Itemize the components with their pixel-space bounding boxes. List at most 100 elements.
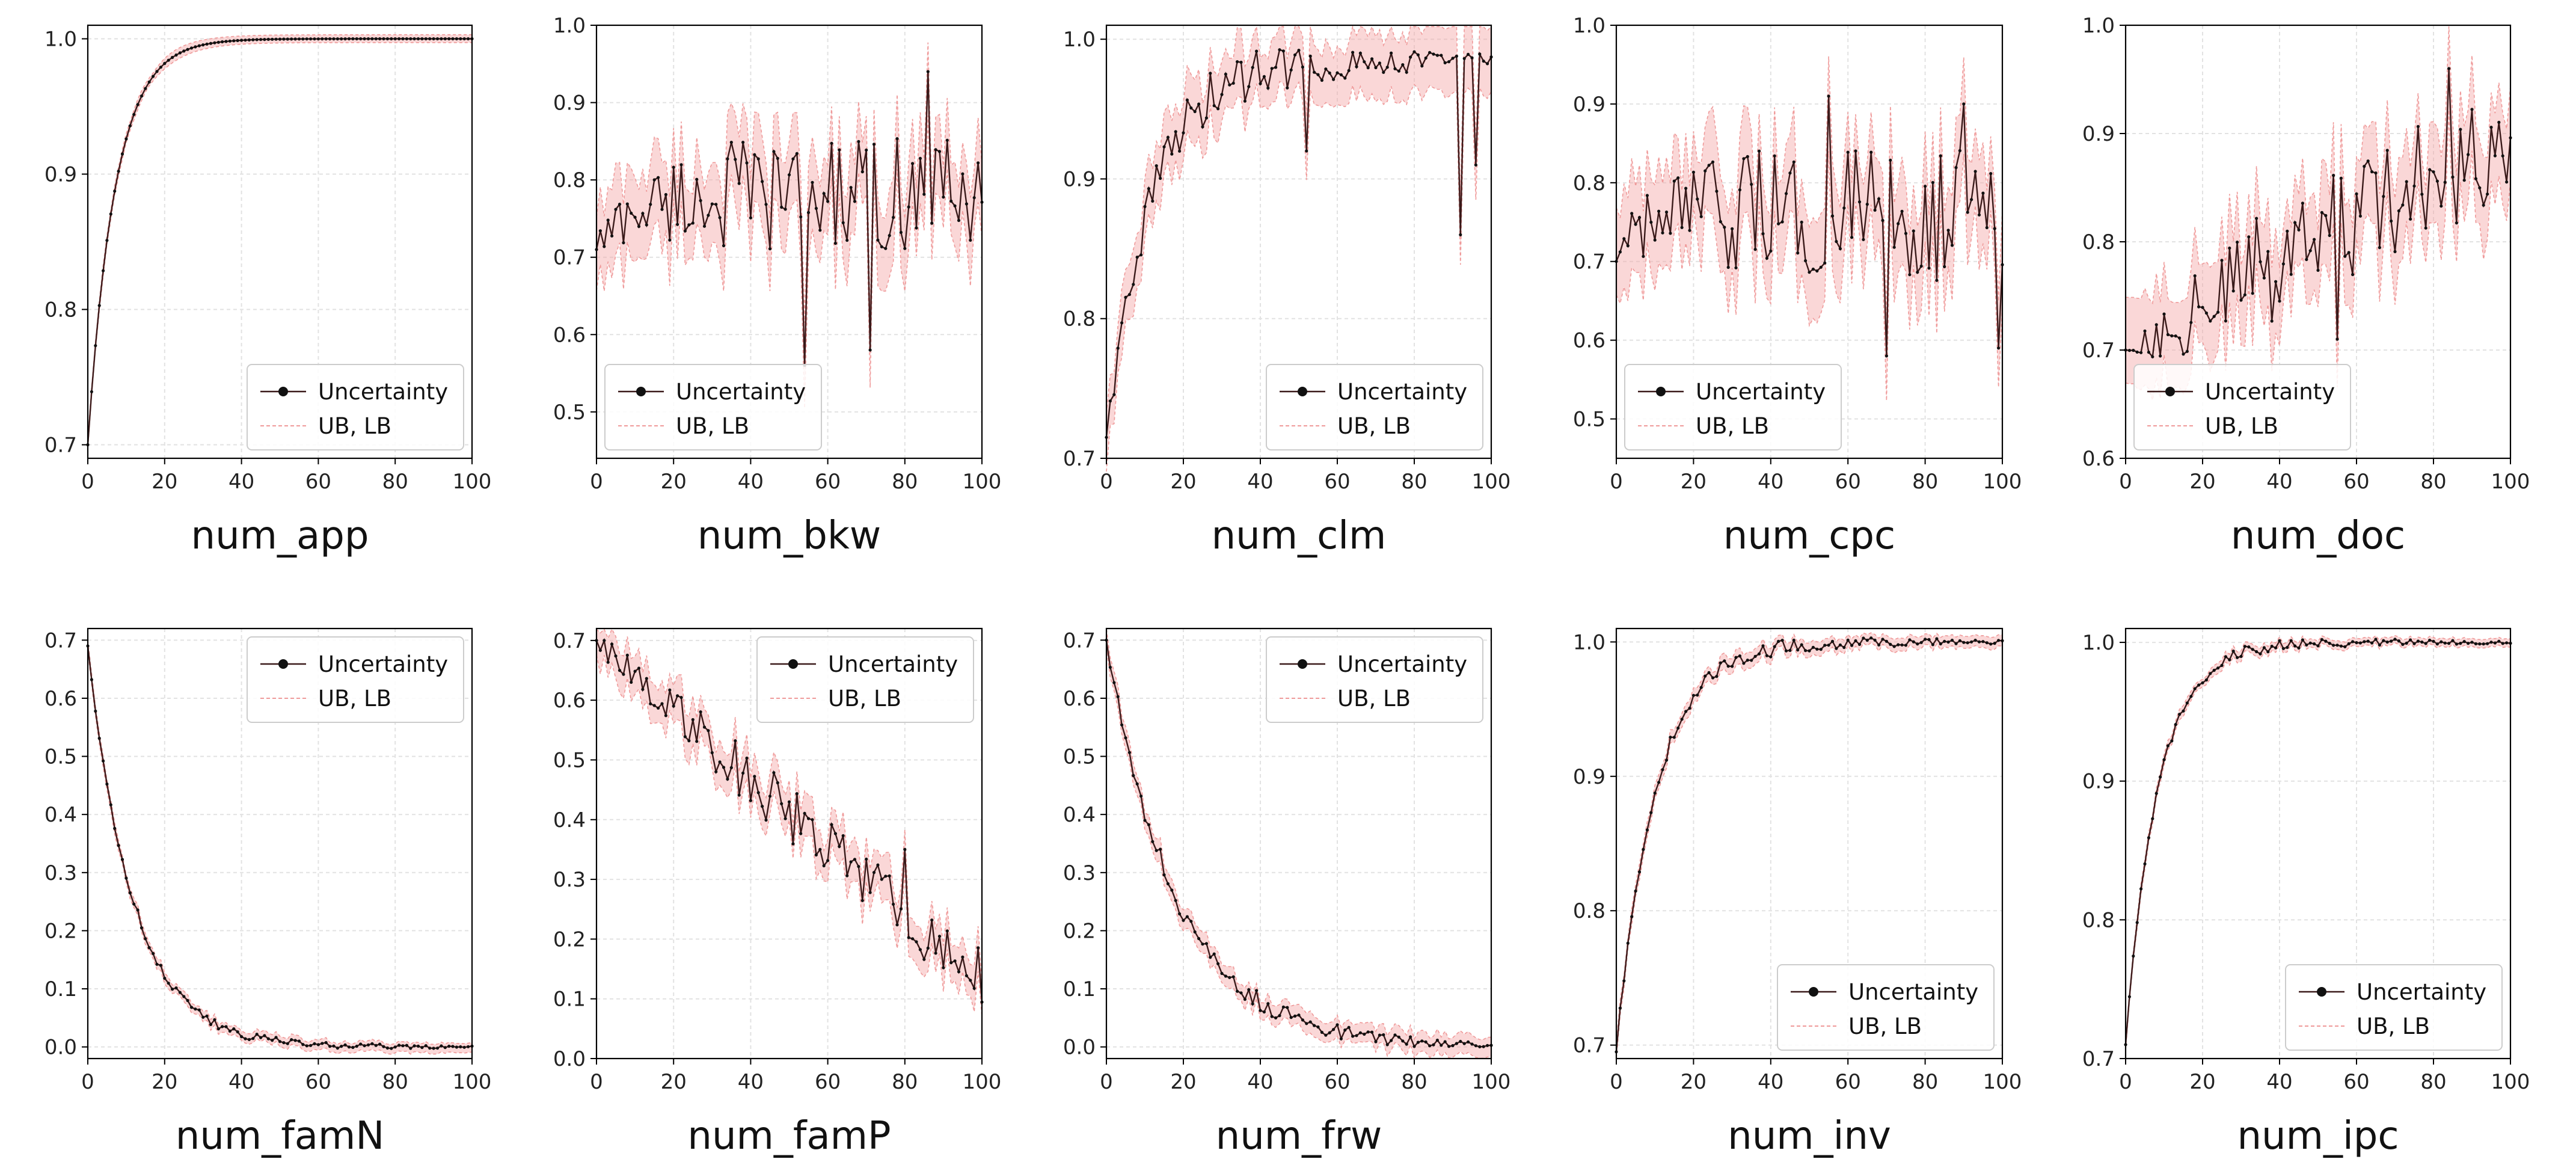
- data-point: [1293, 1014, 1297, 1018]
- data-point: [649, 702, 652, 706]
- data-point: [745, 161, 749, 165]
- data-point: [1339, 73, 1343, 76]
- data-point: [645, 223, 648, 227]
- data-point: [2401, 203, 2405, 207]
- data-point: [1355, 65, 1358, 69]
- data-point: [1467, 1040, 1470, 1044]
- y-tick-label: 1.0: [44, 28, 77, 52]
- data-point: [683, 229, 687, 233]
- data-point: [1931, 643, 1934, 647]
- legend-box: [756, 636, 974, 723]
- data-point: [1212, 104, 1216, 108]
- data-point: [428, 37, 432, 41]
- data-point: [2297, 228, 2301, 232]
- data-point: [366, 1043, 370, 1047]
- data-point: [880, 245, 883, 248]
- data-point: [1382, 70, 1385, 74]
- data-point: [1884, 354, 1888, 358]
- y-tick-label: 0.7: [44, 629, 77, 653]
- data-point: [1676, 726, 1680, 730]
- data-point: [2467, 153, 2470, 156]
- data-point: [189, 46, 194, 50]
- data-point: [405, 37, 409, 41]
- data-point: [2424, 226, 2427, 230]
- data-point: [2289, 272, 2293, 276]
- data-point: [1174, 899, 1177, 902]
- data-point: [915, 226, 918, 230]
- data-point: [1220, 93, 1224, 96]
- data-point: [1731, 227, 1734, 230]
- data-point: [1707, 164, 1711, 167]
- data-point: [1935, 278, 1939, 282]
- data-point: [1474, 163, 1477, 167]
- data-point: [791, 157, 795, 161]
- axes-frame: [1105, 24, 1492, 460]
- data-point: [1997, 639, 2001, 642]
- y-tick-label: 0.5: [44, 745, 77, 769]
- data-point: [2390, 219, 2393, 223]
- data-point: [1657, 209, 1661, 213]
- data-point: [1973, 170, 1977, 173]
- data-point: [128, 124, 132, 128]
- x-tick-label: 80: [1401, 1070, 1427, 1094]
- data-point: [1482, 1045, 1485, 1048]
- data-point: [136, 103, 140, 106]
- data-point: [1672, 179, 1676, 183]
- data-point: [2459, 128, 2462, 131]
- data-point: [1459, 1039, 1462, 1044]
- axes-frame: [1615, 627, 2004, 1060]
- data-point: [301, 1043, 305, 1047]
- data-point: [1734, 266, 1738, 269]
- data-point: [171, 55, 174, 60]
- data-point: [2278, 300, 2281, 303]
- data-point: [435, 1047, 440, 1050]
- data-point: [1919, 264, 1923, 268]
- data-point: [1746, 659, 1749, 662]
- x-tick-label: 20: [1170, 1070, 1196, 1094]
- data-point: [113, 826, 117, 830]
- data-point: [1447, 60, 1451, 64]
- data-point: [2339, 644, 2343, 648]
- data-point: [1351, 51, 1355, 54]
- data-point: [734, 158, 737, 161]
- data-point: [1358, 1031, 1362, 1034]
- data-point: [1440, 1044, 1443, 1047]
- data-point: [899, 907, 903, 911]
- data-point: [232, 1027, 236, 1031]
- data-point: [1943, 639, 1946, 643]
- data-point: [1336, 71, 1339, 75]
- data-point: [903, 847, 907, 851]
- data-point: [440, 1044, 443, 1048]
- data-point: [1401, 1039, 1405, 1043]
- data-point: [343, 1043, 347, 1047]
- data-point: [2351, 272, 2355, 277]
- data-point: [1715, 189, 1719, 193]
- data-point: [324, 1041, 328, 1045]
- x-tick-label: 60: [2343, 1070, 2369, 1094]
- data-point: [1262, 75, 1266, 78]
- data-point: [1846, 150, 1850, 154]
- data-point: [2343, 254, 2347, 258]
- data-point: [1147, 823, 1150, 826]
- legend: Uncertainty UB, LB: [604, 364, 822, 450]
- data-point: [1691, 693, 1695, 697]
- data-point: [1289, 68, 1293, 72]
- data-point: [1324, 67, 1328, 71]
- data-point: [784, 208, 787, 211]
- y-tick-label: 0.7: [1573, 250, 1605, 274]
- data-point: [899, 230, 903, 234]
- data-point: [2409, 217, 2412, 221]
- data-point: [2497, 639, 2501, 643]
- data-point: [1370, 57, 1374, 61]
- data-point: [1251, 1002, 1254, 1006]
- data-point: [1699, 686, 1703, 689]
- data-point: [1800, 643, 1803, 647]
- data-point: [2493, 154, 2497, 158]
- data-point: [144, 937, 147, 941]
- data-point: [1189, 106, 1193, 110]
- data-point: [1155, 849, 1158, 852]
- data-point: [120, 858, 124, 861]
- data-point: [2447, 642, 2451, 645]
- data-point: [961, 955, 964, 959]
